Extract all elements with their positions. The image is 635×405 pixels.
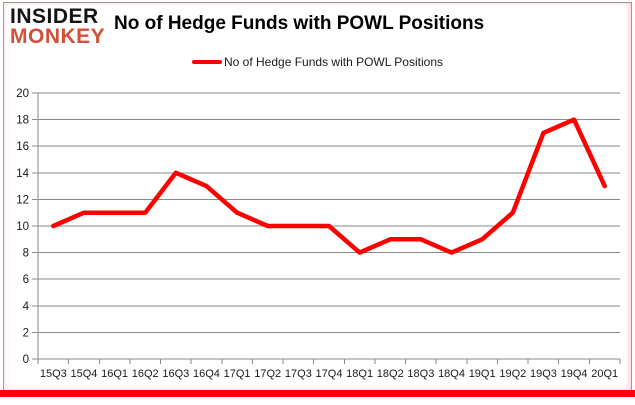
x-axis-tick-label: 18Q3 (407, 368, 434, 380)
chart-frame (3, 2, 632, 391)
x-axis-tick-label: 16Q2 (132, 368, 159, 380)
y-axis-tick-label: 4 (23, 301, 30, 313)
x-axis-tick-label: 17Q2 (254, 368, 281, 380)
x-axis-tick-label: 17Q3 (285, 368, 312, 380)
x-axis-tick-label: 18Q2 (377, 368, 404, 380)
x-axis-tick-label: 17Q1 (224, 368, 251, 380)
legend-label: No of Hedge Funds with POWL Positions (224, 55, 443, 69)
series-line (51, 117, 607, 255)
y-axis-tick-label: 6 (23, 274, 29, 286)
y-axis-tick-label: 14 (16, 168, 29, 180)
x-axis-tick-label: 17Q4 (316, 368, 343, 380)
legend-line-marker-icon (192, 60, 222, 64)
x-axis-tick-label: 18Q4 (438, 368, 465, 380)
legend: No of Hedge Funds with POWL Positions (0, 55, 635, 69)
x-axis-tick-label: 15Q3 (40, 368, 67, 380)
x-axis-tick-label: 16Q4 (193, 368, 220, 380)
x-axis-tick-label: 19Q4 (561, 368, 588, 380)
x-axis-tick-label: 16Q1 (101, 368, 128, 380)
x-axis-tick-label: 19Q3 (530, 368, 557, 380)
y-axis-tick-label: 8 (23, 248, 29, 260)
y-axis-tick-label: 20 (16, 88, 29, 100)
insider-monkey-logo: INSIDER MONKEY (10, 5, 106, 48)
logo-text-monkey: MONKEY (10, 24, 106, 48)
y-axis-tick-label: 18 (16, 115, 29, 127)
y-axis-tick-label: 16 (16, 141, 29, 153)
y-axis-tick-label: 2 (23, 327, 29, 339)
x-axis-tick-label: 18Q1 (346, 368, 373, 380)
x-axis-tick-label: 16Q3 (162, 368, 189, 380)
y-axis-tick-label: 0 (23, 354, 29, 366)
y-axis-tick-label: 12 (16, 194, 29, 206)
y-axis-tick-label: 10 (16, 221, 29, 233)
x-axis-tick-label: 19Q1 (469, 368, 496, 380)
x-axis-tick-label: 19Q2 (499, 368, 526, 380)
logo-text-insider: INSIDER (10, 5, 99, 28)
bottom-accent-bar (0, 390, 635, 397)
x-axis-tick-label: 15Q4 (70, 368, 97, 380)
x-axis-tick-label: 20Q1 (591, 368, 618, 380)
chart-title: No of Hedge Funds with POWL Positions (114, 13, 485, 34)
